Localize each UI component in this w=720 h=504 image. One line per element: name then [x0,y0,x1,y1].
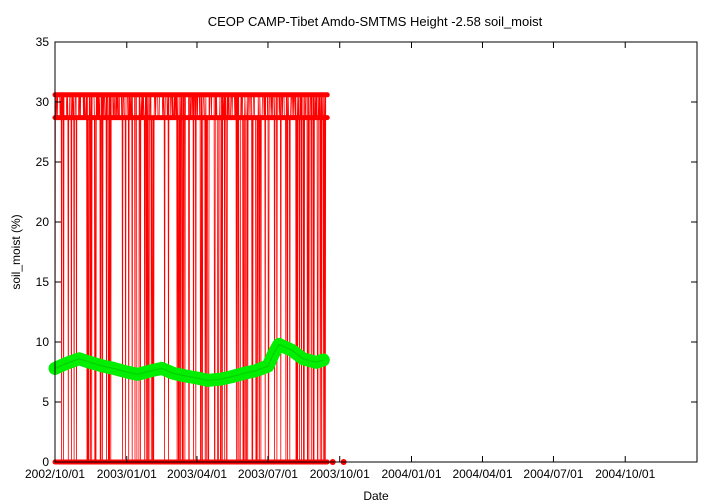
y-tick-label: 15 [36,275,50,289]
x-axis-label: Date [363,489,389,503]
x-tick-label: 2004/04/01 [452,467,512,481]
y-axis-label: soil_moist (%) [9,214,23,289]
valid-series-line [54,343,324,381]
x-tick-label: 2002/10/01 [25,467,85,481]
x-tick-label: 2003/04/01 [167,467,227,481]
y-tick-label: 5 [42,395,49,409]
y-tick-label: 30 [36,95,50,109]
x-tick-label: 2003/07/01 [238,467,298,481]
chart-title: CEOP CAMP-Tibet Amdo-SMTMS Height -2.58 … [208,14,543,29]
y-tick-label: 25 [36,155,50,169]
y-tick-label: 10 [36,335,50,349]
y-tick-label: 35 [36,35,50,49]
flagged-series-line [54,94,328,463]
y-tick-label: 0 [42,455,49,469]
x-tick-label: 2003/01/01 [97,467,157,481]
x-tick-label: 2004/01/01 [381,467,441,481]
axes: 0 5 10 15 20 25 30 35 2002/10/01 2003/01/01 2003/0… [25,35,697,481]
plot-area [48,92,347,465]
y-tick-label: 20 [36,215,50,229]
x-tick-label: 2004/07/01 [523,467,583,481]
x-tick-label: 2003/10/01 [310,467,370,481]
plot-frame [54,41,698,463]
x-tick-label: 2004/10/01 [595,467,655,481]
